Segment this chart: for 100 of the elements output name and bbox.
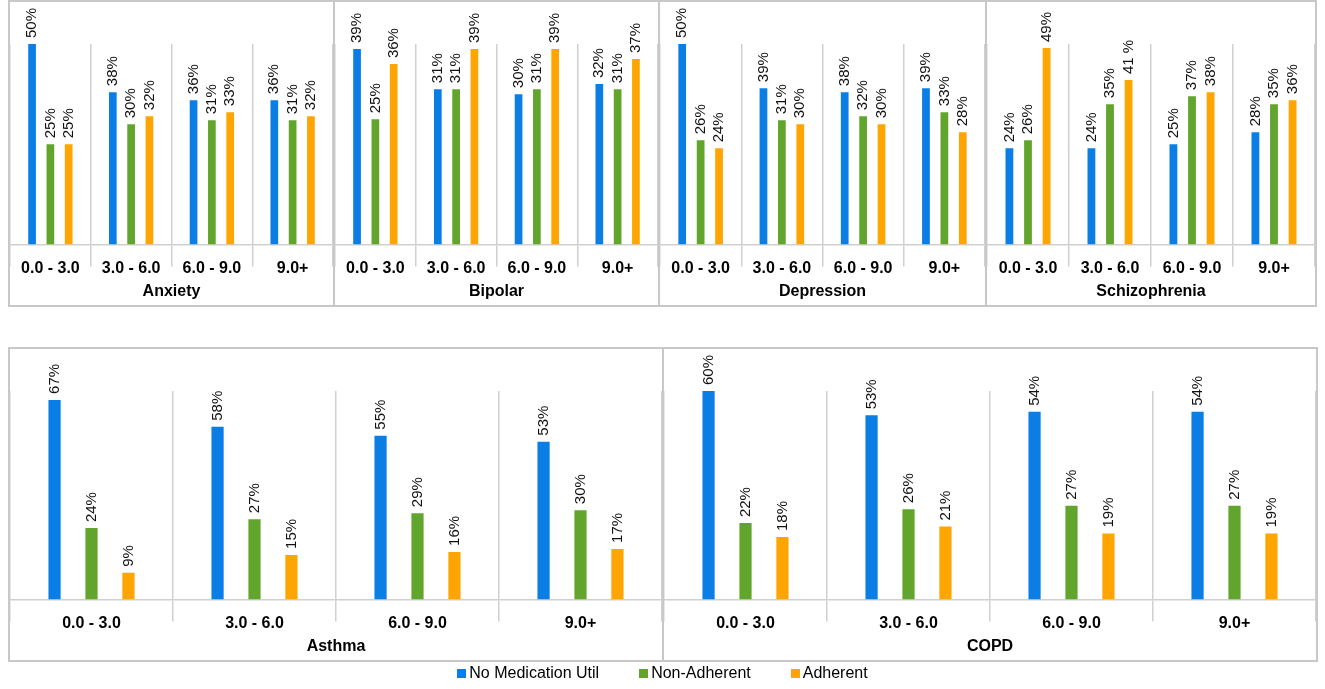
data-label: 21%	[935, 490, 953, 521]
bar	[778, 120, 786, 245]
x-tick-label: 9.0+	[928, 258, 961, 276]
bar	[1265, 533, 1278, 600]
bar	[288, 120, 297, 245]
data-label: 32%	[589, 48, 607, 79]
bar	[127, 124, 135, 245]
bar	[122, 572, 135, 600]
data-label: 41 %	[1118, 39, 1136, 75]
data-label: 39%	[545, 12, 563, 44]
data-label: 32%	[139, 80, 157, 111]
data-label: 36%	[264, 64, 282, 95]
data-label: 39%	[347, 12, 365, 44]
bar	[248, 519, 261, 600]
bar	[371, 119, 380, 245]
bar	[776, 537, 789, 600]
bar	[1228, 505, 1241, 600]
data-label: 36%	[1282, 64, 1300, 95]
x-tick-label: 9.0+	[1258, 258, 1290, 276]
data-label: 58%	[207, 390, 225, 421]
data-label: 18%	[772, 500, 790, 532]
bar	[613, 89, 622, 245]
data-label: 33%	[220, 76, 238, 107]
x-axis-title: Depression	[778, 281, 867, 299]
data-label: 32%	[301, 80, 319, 111]
data-label: 53%	[533, 405, 551, 436]
bar	[840, 92, 849, 245]
bar	[1065, 505, 1078, 600]
bar	[696, 140, 705, 245]
data-label: 30%	[508, 58, 526, 89]
data-label: 36%	[383, 28, 401, 59]
data-label: 36%	[183, 64, 201, 95]
bar	[270, 100, 279, 245]
data-label: 17%	[607, 512, 625, 543]
data-label: 26%	[690, 104, 708, 135]
bar	[46, 144, 55, 245]
x-tick-label: 3.0 - 6.0	[879, 613, 938, 631]
data-label: 26%	[898, 473, 916, 504]
bar	[611, 548, 624, 600]
data-label: 24%	[1081, 112, 1099, 143]
data-label: 37%	[1182, 60, 1200, 91]
data-label: 31%	[772, 84, 790, 115]
x-tick-label: 0.0 - 3.0	[998, 258, 1058, 276]
x-tick-label: 3.0 - 6.0	[101, 258, 161, 276]
data-label: 25%	[365, 83, 383, 114]
x-tick-label: 9.0+	[276, 258, 309, 276]
data-label: 54%	[1187, 375, 1205, 406]
bar	[307, 116, 315, 245]
data-label: 24%	[709, 112, 727, 143]
data-label: 24%	[999, 112, 1017, 143]
data-label: 25%	[40, 108, 58, 139]
data-label: 31%	[427, 53, 445, 84]
data-label: 27%	[244, 483, 262, 514]
bar	[595, 84, 604, 245]
x-tick-label: 9.0+	[601, 258, 634, 276]
x-tick-label: 9.0+	[564, 613, 597, 631]
data-label: 25%	[1163, 108, 1181, 139]
legend-label: No Medication Util	[469, 664, 600, 682]
bar	[411, 513, 424, 600]
data-label: 37%	[626, 23, 644, 54]
bar	[433, 89, 442, 245]
bar	[514, 94, 523, 245]
data-label: 49%	[1036, 11, 1054, 43]
data-label: 50%	[672, 7, 690, 38]
bar	[1028, 411, 1041, 600]
data-label: 19%	[1261, 497, 1279, 528]
bar	[448, 551, 461, 600]
data-label: 30%	[121, 88, 139, 119]
data-label: 32%	[853, 80, 871, 111]
bar	[189, 100, 198, 245]
data-label: 22%	[735, 487, 753, 518]
x-axis-title: Asthma	[306, 636, 366, 654]
bar	[1188, 96, 1196, 245]
data-label: 39%	[464, 12, 482, 44]
x-tick-label: 3.0 - 6.0	[426, 258, 486, 276]
bar	[211, 426, 224, 600]
x-tick-label: 9.0+	[1218, 613, 1251, 631]
data-label: 33%	[934, 76, 952, 107]
data-label: 28%	[1245, 96, 1263, 127]
data-label: 55%	[370, 399, 388, 430]
data-label: 35%	[1264, 68, 1282, 99]
bar	[1106, 104, 1114, 245]
bar	[108, 92, 117, 245]
data-label: 30%	[570, 474, 588, 505]
x-tick-label: 3.0 - 6.0	[1080, 258, 1140, 276]
data-label: 30%	[871, 88, 889, 119]
x-tick-label: 6.0 - 9.0	[388, 613, 447, 631]
bar	[226, 112, 235, 245]
bar	[902, 509, 915, 600]
data-label: 31%	[446, 53, 464, 84]
data-label: 38%	[102, 56, 120, 87]
data-label: 15%	[281, 518, 299, 549]
bar	[1270, 104, 1278, 245]
x-tick-label: 6.0 - 9.0	[1042, 613, 1101, 631]
bar	[922, 88, 930, 245]
data-label: 26%	[1018, 104, 1036, 135]
bar	[551, 49, 560, 245]
data-label: 24%	[81, 492, 99, 523]
x-axis-title: Anxiety	[142, 281, 201, 299]
x-tick-label: 0.0 - 3.0	[716, 613, 775, 631]
